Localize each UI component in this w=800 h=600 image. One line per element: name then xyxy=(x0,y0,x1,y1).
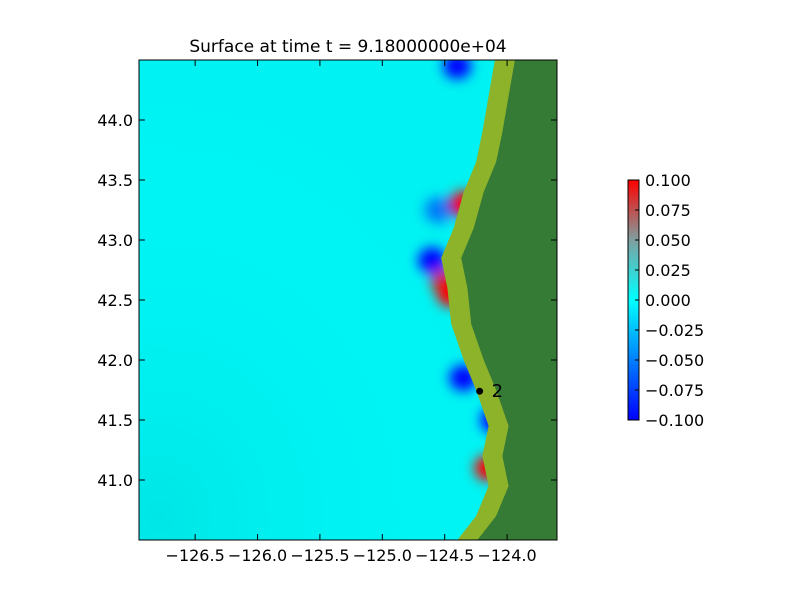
y-tick-label: 43.5 xyxy=(97,171,133,190)
gauge-marker xyxy=(476,387,484,395)
y-tick-label: 41.5 xyxy=(97,411,133,430)
colorbar-ticks: 0.100 0.075 0.050 0.025 0.000 −0.025 −0.050 −0.… xyxy=(635,171,704,430)
x-tick-label: −124.0 xyxy=(477,546,536,565)
marker-layer: 2 xyxy=(476,381,503,402)
y-axis: 41.0 41.5 42.0 42.5 43.0 43.5 44.0 xyxy=(97,111,557,490)
colorbar-tick-label: 0.000 xyxy=(645,291,691,310)
x-tick-label: −125.5 xyxy=(290,546,349,565)
x-tick-label: −126.5 xyxy=(166,546,225,565)
colorbar-tick-label: −0.050 xyxy=(645,351,704,370)
chart-title: Surface at time t = 9.18000000e+04 xyxy=(189,37,506,57)
colorbar-tick-label: 0.050 xyxy=(645,231,691,250)
y-tick-label: 42.0 xyxy=(97,351,133,370)
colorbar-tick-label: −0.100 xyxy=(645,411,704,430)
colorbar-tick-label: −0.075 xyxy=(645,381,704,400)
surface-anomaly xyxy=(418,247,447,274)
land-area xyxy=(461,60,557,540)
colorbar-tick-label: −0.025 xyxy=(645,321,704,340)
surface-anomaly xyxy=(424,197,453,223)
y-tick-label: 44.0 xyxy=(97,111,133,130)
colorbar-tick-label: 0.025 xyxy=(645,261,691,280)
surface-anomaly xyxy=(443,60,472,79)
colorbar: 0.100 0.075 0.050 0.025 0.000 −0.025 −0.050 −0.… xyxy=(627,171,704,430)
colorbar-tick-label: 0.075 xyxy=(645,201,691,220)
x-tick-label: −126.0 xyxy=(228,546,287,565)
gauge-label: 2 xyxy=(492,381,503,402)
x-tick-label: −124.5 xyxy=(415,546,474,565)
y-tick-label: 41.0 xyxy=(97,471,133,490)
x-axis: −126.5 −126.0 −125.5 −125.0 −124.5 −124.0 xyxy=(166,60,537,565)
y-tick-label: 42.5 xyxy=(97,291,133,310)
x-tick-label: −125.0 xyxy=(353,546,412,565)
y-tick-label: 43.0 xyxy=(97,231,133,250)
colorbar-tick-label: 0.100 xyxy=(645,171,691,190)
plot-area: 2 xyxy=(139,60,557,540)
